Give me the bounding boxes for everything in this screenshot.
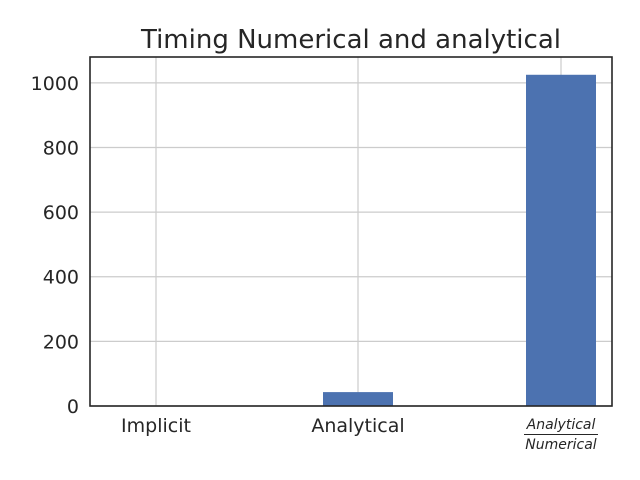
x-tick-label: Implicit: [121, 415, 191, 437]
y-tick-label: 800: [43, 137, 79, 159]
x-tick-label-fraction: Analytical Numerical: [524, 417, 598, 453]
plot-frame: [89, 56, 613, 407]
x-tick-label: Analytical: [311, 415, 404, 437]
y-tick-label: 0: [67, 396, 79, 418]
bars: [323, 74, 596, 407]
x-axis-ticks: Implicit Analytical Analytical Numerical: [121, 415, 598, 453]
fraction-numerator: Analytical: [526, 417, 596, 433]
bar: [526, 74, 596, 407]
y-axis-ticks: 0 200 400 600 800 1000: [31, 73, 79, 418]
bar: [323, 392, 393, 406]
fraction-denominator: Numerical: [525, 437, 597, 453]
chart-title: Timing Numerical and analytical: [140, 25, 561, 55]
y-tick-label: 200: [43, 331, 79, 353]
y-tick-label: 400: [43, 267, 79, 289]
y-tick-label: 600: [43, 202, 79, 224]
y-tick-label: 1000: [31, 73, 79, 95]
